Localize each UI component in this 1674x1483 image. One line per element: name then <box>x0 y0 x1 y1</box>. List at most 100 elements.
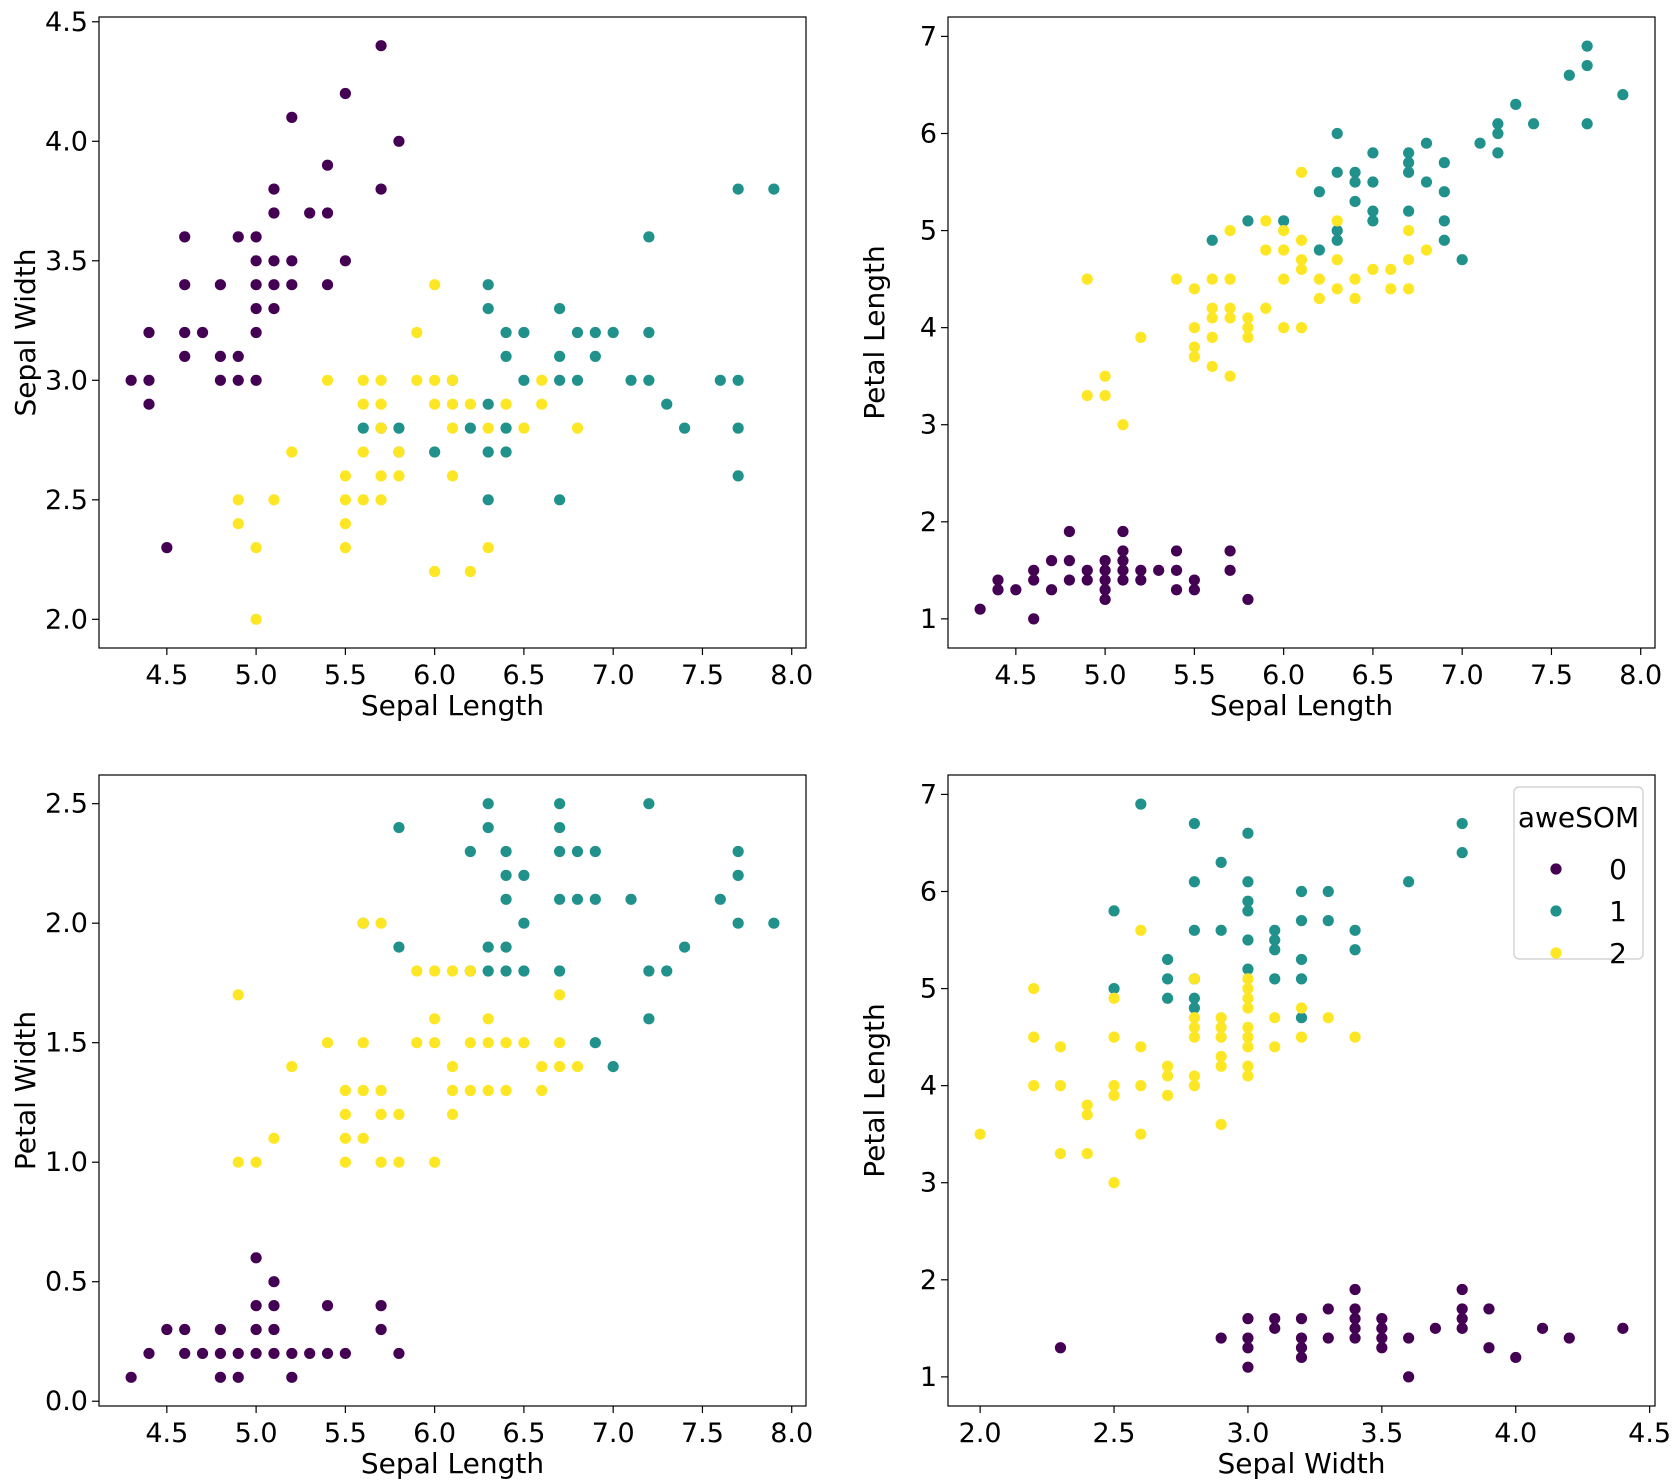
data-point-class-2 <box>1188 341 1200 353</box>
data-point-class-1 <box>500 869 512 881</box>
data-point-class-1 <box>1242 905 1254 917</box>
data-point-class-1 <box>1188 924 1200 936</box>
data-point-class-0 <box>214 1371 227 1383</box>
data-point-class-1 <box>607 1060 619 1073</box>
data-point-class-2 <box>1295 1031 1308 1043</box>
data-point-class-2 <box>1135 1128 1147 1140</box>
data-point-class-1 <box>554 302 566 315</box>
data-point-class-1 <box>1295 953 1308 966</box>
data-point-class-1 <box>482 494 494 506</box>
x-tick-label: 5.0 <box>235 660 278 691</box>
data-point-class-1 <box>1349 944 1361 956</box>
y-axis-label: Petal Length <box>858 245 891 420</box>
x-tick-label: 4.0 <box>1494 1418 1537 1449</box>
data-point-class-1 <box>1581 118 1593 130</box>
data-point-class-1 <box>732 183 744 195</box>
data-point-class-2 <box>1242 982 1254 995</box>
data-point-class-2 <box>1135 1041 1147 1053</box>
data-point-class-1 <box>518 326 530 339</box>
x-tick-label: 6.0 <box>413 1418 456 1449</box>
data-point-class-2 <box>1295 234 1308 246</box>
y-tick-label: 2 <box>920 1265 937 1296</box>
legend-entry-1: 1 <box>1609 895 1627 928</box>
x-tick-label: 7.0 <box>592 660 635 691</box>
data-point-class-2 <box>554 1037 566 1049</box>
data-point-class-0 <box>375 1300 387 1312</box>
data-point-class-2 <box>1108 1080 1120 1092</box>
legend: aweSOM 0 1 2 <box>1513 786 1644 970</box>
y-tick-label: 2.0 <box>45 604 88 635</box>
x-tick-label: 6.5 <box>502 660 545 691</box>
data-point-class-2 <box>571 422 584 434</box>
data-point-class-0 <box>1376 1332 1388 1344</box>
data-point-class-1 <box>1188 992 1200 1004</box>
data-point-class-0 <box>1563 1332 1575 1344</box>
data-point-class-1 <box>1215 924 1227 936</box>
data-point-class-0 <box>286 255 298 267</box>
data-point-class-0 <box>1403 1371 1415 1383</box>
data-point-class-1 <box>589 845 601 858</box>
data-point-class-0 <box>143 1347 155 1360</box>
data-point-class-2 <box>518 422 530 434</box>
data-point-class-1 <box>1242 934 1254 946</box>
data-point-class-2 <box>339 1084 351 1097</box>
data-point-class-1 <box>1322 915 1334 927</box>
data-point-class-2 <box>1161 1060 1174 1072</box>
data-point-class-0 <box>1081 574 1093 586</box>
data-point-class-2 <box>268 1132 280 1144</box>
data-point-class-2 <box>411 326 423 339</box>
data-point-class-2 <box>464 1037 476 1049</box>
data-point-class-0 <box>214 279 227 291</box>
data-point-class-0 <box>1099 593 1111 606</box>
data-point-class-2 <box>321 1037 334 1049</box>
data-point-class-0 <box>1242 593 1254 606</box>
data-point-class-1 <box>1161 953 1174 966</box>
data-point-class-1 <box>1367 205 1379 217</box>
data-point-class-1 <box>1215 856 1227 868</box>
data-point-class-1 <box>393 821 405 834</box>
data-point-class-2 <box>1135 331 1147 343</box>
data-point-class-2 <box>1028 982 1040 995</box>
x-tick-label: 6.0 <box>1262 660 1305 691</box>
y-tick-label: 0.0 <box>45 1386 88 1417</box>
x-tick-label: 7.5 <box>681 1418 724 1449</box>
x-tick-label: 3.5 <box>1360 1418 1403 1449</box>
x-axis-label: Sepal Length <box>361 1447 544 1480</box>
data-point-class-1 <box>482 302 494 315</box>
data-point-class-1 <box>1295 915 1308 927</box>
data-point-class-0 <box>393 135 405 147</box>
data-point-class-0 <box>232 374 244 386</box>
data-point-class-0 <box>250 255 262 267</box>
legend-entry-0: 0 <box>1609 853 1627 886</box>
data-point-class-1 <box>1456 847 1468 859</box>
y-tick-label: 1.0 <box>45 1147 88 1178</box>
data-point-class-1 <box>1492 147 1504 159</box>
data-point-class-1 <box>393 422 405 434</box>
data-point-class-2 <box>446 422 459 434</box>
data-point-class-0 <box>232 231 244 243</box>
y-tick-label: 7 <box>920 779 937 810</box>
x-tick-label: 5.0 <box>235 1418 278 1449</box>
data-point-class-1 <box>732 374 744 386</box>
data-point-class-0 <box>1269 1313 1281 1325</box>
data-point-class-2 <box>464 1084 476 1097</box>
x-axis-label: Sepal Width <box>1218 1447 1386 1480</box>
data-point-class-2 <box>411 1037 423 1049</box>
data-point-class-0 <box>375 183 387 195</box>
data-point-class-0 <box>321 159 334 171</box>
data-point-class-1 <box>768 917 780 929</box>
data-point-class-2 <box>429 1156 441 1168</box>
y-tick-label: 4.0 <box>45 126 88 157</box>
data-point-class-0 <box>1224 545 1236 557</box>
x-axis-label: Sepal Length <box>361 689 544 722</box>
data-point-class-2 <box>357 1037 369 1049</box>
data-point-class-1 <box>554 374 566 386</box>
y-tick-label: 5 <box>920 216 937 247</box>
data-point-class-2 <box>357 1132 369 1144</box>
data-point-class-1 <box>1438 215 1450 227</box>
data-point-class-0 <box>250 326 262 339</box>
data-point-class-2 <box>250 1156 262 1168</box>
x-tick-label: 4.5 <box>994 660 1037 691</box>
data-point-class-0 <box>1135 564 1147 576</box>
y-tick-label: 2.5 <box>45 789 88 820</box>
